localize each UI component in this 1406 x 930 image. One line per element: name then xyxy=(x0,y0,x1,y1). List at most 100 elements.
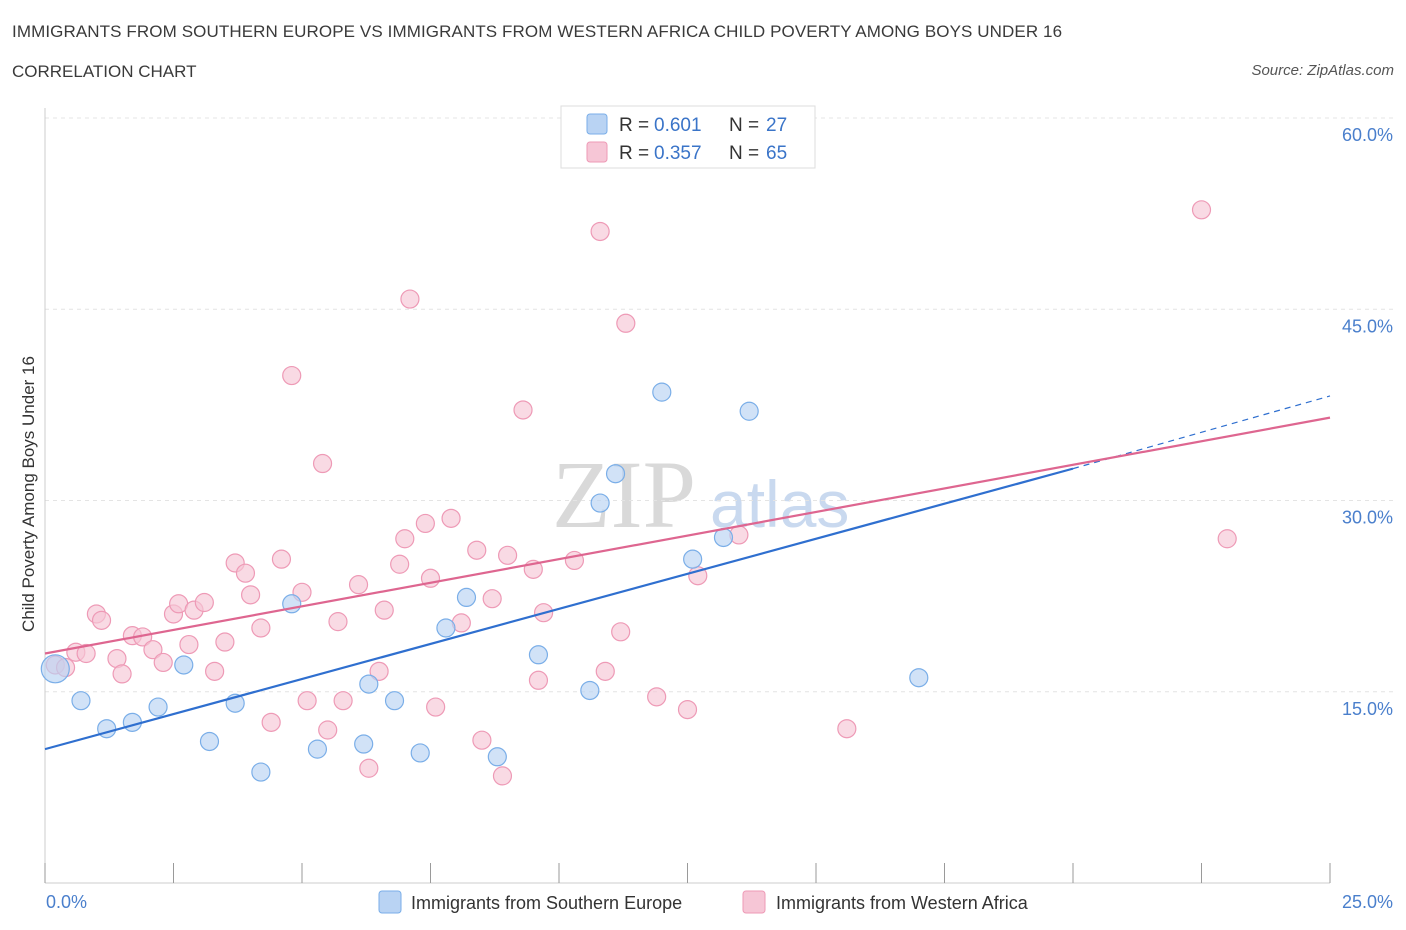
point-southern-europe-18 xyxy=(528,645,549,665)
point-western-africa-48 xyxy=(498,545,518,565)
point-western-africa-5 xyxy=(91,610,112,630)
legend-n-value-2: 65 xyxy=(766,143,787,164)
point-western-africa-25 xyxy=(282,365,302,386)
x-tick-label-min: 0.0% xyxy=(46,892,87,912)
point-western-africa-59 xyxy=(677,699,698,720)
y-tick-label-0: 15.0% xyxy=(1342,699,1393,719)
point-southern-europe-19 xyxy=(580,680,600,701)
point-western-africa-58 xyxy=(647,687,667,707)
series-legend: Immigrants from Southern Europe Immigran… xyxy=(378,890,1029,914)
point-western-africa-46 xyxy=(482,589,502,609)
point-western-africa-35 xyxy=(374,600,394,620)
point-western-africa-7 xyxy=(112,664,132,684)
point-southern-europe-16 xyxy=(456,587,477,608)
point-western-africa-3 xyxy=(76,643,96,664)
trend-line-western-africa xyxy=(44,416,1331,655)
point-western-africa-37 xyxy=(395,529,415,549)
point-southern-europe-23 xyxy=(683,549,703,569)
y-tick-label-1: 30.0% xyxy=(1342,508,1393,528)
point-western-africa-17 xyxy=(205,661,225,681)
axes xyxy=(44,108,1331,884)
trend-line-southern-europe xyxy=(44,467,1074,751)
point-western-africa-16 xyxy=(194,592,214,613)
legend-n-label-2: N = xyxy=(729,143,759,164)
point-western-africa-49 xyxy=(513,400,533,420)
point-southern-europe-6 xyxy=(199,731,220,752)
point-western-africa-47 xyxy=(492,766,513,786)
point-western-africa-56 xyxy=(611,622,631,642)
series-legend-swatch-southern-europe xyxy=(378,890,402,914)
point-southern-europe-10 xyxy=(307,739,328,759)
point-western-africa-38 xyxy=(400,289,420,309)
point-southern-europe-17 xyxy=(487,747,507,767)
legend-n-label-1: N = xyxy=(729,115,759,136)
point-western-africa-51 xyxy=(528,670,549,690)
point-western-africa-32 xyxy=(348,575,369,595)
point-western-africa-29 xyxy=(318,720,338,740)
point-western-africa-20 xyxy=(235,563,256,583)
series-legend-swatch-western-africa xyxy=(742,890,766,914)
point-southern-europe-5 xyxy=(174,655,194,675)
x-tick-label-max: 25.0% xyxy=(1342,892,1393,912)
point-western-africa-64 xyxy=(1217,529,1237,549)
watermark-zip: ZIP xyxy=(552,441,696,548)
point-southern-europe-20 xyxy=(590,493,610,513)
point-western-africa-22 xyxy=(251,618,271,638)
point-western-africa-21 xyxy=(241,585,261,605)
point-southern-europe-13 xyxy=(384,691,405,711)
point-western-africa-24 xyxy=(271,549,292,569)
y-axis-label: Child Poverty Among Boys Under 16 xyxy=(19,356,38,632)
legend-r-value-2: 0.357 xyxy=(654,143,702,164)
point-western-africa-30 xyxy=(328,612,348,632)
point-western-africa-23 xyxy=(261,712,281,732)
point-western-africa-31 xyxy=(333,691,353,711)
legend-r-value-1: 0.601 xyxy=(654,115,702,136)
point-southern-europe-21 xyxy=(605,464,626,484)
point-southern-europe-8 xyxy=(251,762,271,782)
point-western-africa-27 xyxy=(297,691,317,711)
gridlines xyxy=(45,117,1395,693)
point-western-africa-10 xyxy=(143,640,163,660)
point-southern-europe-1 xyxy=(71,691,91,711)
point-western-africa-28 xyxy=(312,453,333,474)
point-western-africa-39 xyxy=(415,513,435,534)
trend-lines xyxy=(44,395,1331,751)
stats-legend: R = 0.601 N = 27 R = 0.357 N = 65 xyxy=(560,105,816,169)
point-western-africa-14 xyxy=(179,634,199,655)
point-southern-europe-0 xyxy=(40,654,70,684)
point-western-africa-57 xyxy=(616,313,636,333)
legend-r-label-1: R = xyxy=(619,115,649,136)
y-tick-label-2: 45.0% xyxy=(1342,316,1393,336)
point-southern-europe-4 xyxy=(148,697,168,717)
y-tick-label-3: 60.0% xyxy=(1342,125,1393,145)
point-western-africa-55 xyxy=(595,661,615,681)
point-southern-europe-15 xyxy=(436,618,456,638)
point-western-africa-41 xyxy=(426,697,446,717)
chart-title: IMMIGRANTS FROM SOUTHERN EUROPE VS IMMIG… xyxy=(12,22,1063,41)
point-southern-europe-22 xyxy=(652,382,672,402)
legend-n-value-1: 27 xyxy=(766,115,787,136)
series-legend-label-southern-europe: Immigrants from Southern Europe xyxy=(411,893,682,913)
point-western-africa-62 xyxy=(837,719,857,739)
point-western-africa-44 xyxy=(467,540,487,560)
point-western-africa-54 xyxy=(590,221,610,242)
series-legend-label-western-africa: Immigrants from Western Africa xyxy=(776,893,1029,913)
point-southern-europe-3 xyxy=(122,712,142,732)
point-western-africa-11 xyxy=(153,652,173,673)
point-southern-europe-12 xyxy=(359,674,379,694)
point-western-africa-33 xyxy=(359,758,379,778)
point-western-africa-18 xyxy=(215,632,235,652)
chart-source: Source: ZipAtlas.com xyxy=(1251,62,1394,79)
point-southern-europe-14 xyxy=(410,743,430,763)
legend-swatch-southern-europe xyxy=(586,113,608,135)
point-western-africa-34 xyxy=(369,661,389,681)
point-western-africa-63 xyxy=(1191,200,1212,220)
point-western-africa-42 xyxy=(441,508,461,528)
point-western-africa-36 xyxy=(390,554,410,574)
point-western-africa-45 xyxy=(472,730,492,750)
point-southern-europe-11 xyxy=(354,734,374,754)
chart-subtitle: CORRELATION CHART xyxy=(12,62,197,81)
point-southern-europe-26 xyxy=(909,668,929,688)
legend-swatch-western-africa xyxy=(586,141,608,163)
